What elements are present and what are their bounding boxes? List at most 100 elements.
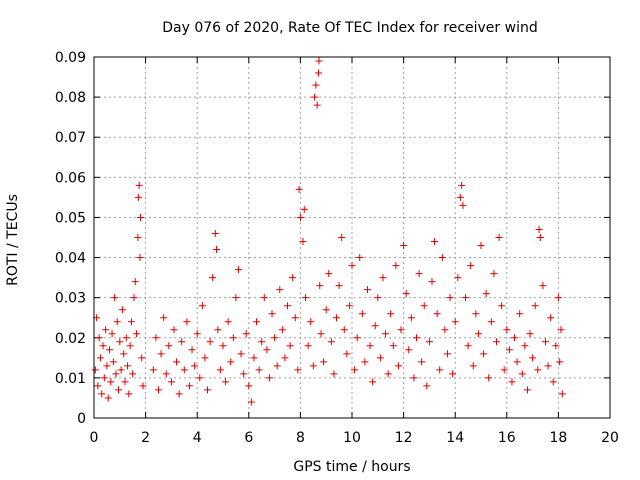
data-point [178,338,186,346]
data-point [237,350,245,358]
y-tick-label: 0.04 [55,251,86,267]
data-point [480,350,488,358]
data-point [513,358,521,366]
data-point [309,362,317,370]
data-point [240,370,248,378]
data-point [105,346,113,354]
data-point [109,358,117,366]
data-point [273,362,281,370]
data-point [379,274,387,282]
x-tick-label: 2 [141,430,150,446]
data-point [407,314,415,322]
data-point [382,330,390,338]
data-point [103,362,111,370]
data-point [180,366,188,374]
tick-labels: 0 2 4 6 8 10 12 14 16 18 20 0 0.01 0.02 0.03 0.04 0.05 0.… [55,50,619,446]
data-point [162,370,170,378]
data-point [136,213,144,221]
data-point [91,366,99,374]
data-point [397,326,405,334]
y-tick-label: 0.02 [55,331,86,347]
data-point [467,262,475,270]
data-point [503,326,511,334]
data-point [95,334,103,342]
x-tick-label: 6 [244,430,253,446]
data-point [296,213,304,221]
data-point [314,69,322,77]
data-point [113,318,121,326]
data-point [271,334,279,342]
data-point [107,378,115,386]
data-point [281,354,289,362]
data-point [529,354,537,362]
data-point [459,201,467,209]
data-point [188,346,196,354]
data-point [255,366,263,374]
data-point [508,378,516,386]
data-point [316,282,324,290]
data-point [98,390,106,398]
data-point [300,205,308,213]
data-point [278,326,286,334]
data-point [127,318,135,326]
data-point [224,318,232,326]
data-point [134,234,142,241]
data-point [558,390,566,398]
data-point [167,378,175,386]
data-point [474,330,482,338]
data-point [136,254,144,262]
grid [93,56,611,419]
data-point [149,366,157,374]
data-point [152,334,160,342]
data-point [124,362,132,370]
data-point [487,318,495,326]
data-point [118,306,126,314]
data-point [495,234,503,241]
data-point [557,326,565,334]
data-point [173,358,181,366]
x-axis-label: GPS time / hours [293,459,410,475]
data-point [216,366,224,374]
data-point [196,374,204,382]
data-point [299,238,307,246]
data-point [204,386,212,394]
data-point [526,330,534,338]
data-point [511,334,519,342]
data-point [500,366,508,374]
data-point [121,378,129,386]
x-tick-label: 0 [90,430,99,446]
data-point [229,334,237,342]
data-point [449,370,457,378]
data-point [209,274,217,282]
data-point [245,382,253,390]
data-point [213,246,221,254]
data-point [556,358,564,366]
data-point [289,274,297,282]
data-point [547,314,555,322]
data-point [405,346,413,354]
data-point [219,342,227,350]
data-point [286,342,294,350]
data-point [227,358,235,366]
data-point [253,318,261,326]
data-point [222,378,230,386]
data-point [535,225,543,233]
data-point [363,286,371,294]
data-point [335,282,343,290]
data-point [99,342,107,350]
data-point [126,342,134,350]
data-point [353,334,361,342]
data-point [420,302,428,310]
data-point [294,366,302,374]
data-point [340,326,348,334]
x-tick-label: 4 [193,430,202,446]
data-point [211,229,219,237]
data-point [441,326,449,334]
data-point [413,334,420,342]
data-point [542,338,549,346]
data-point [242,330,250,338]
data-point [456,193,464,201]
data-point [376,354,384,362]
data-point [477,242,485,250]
data-point [160,314,168,322]
